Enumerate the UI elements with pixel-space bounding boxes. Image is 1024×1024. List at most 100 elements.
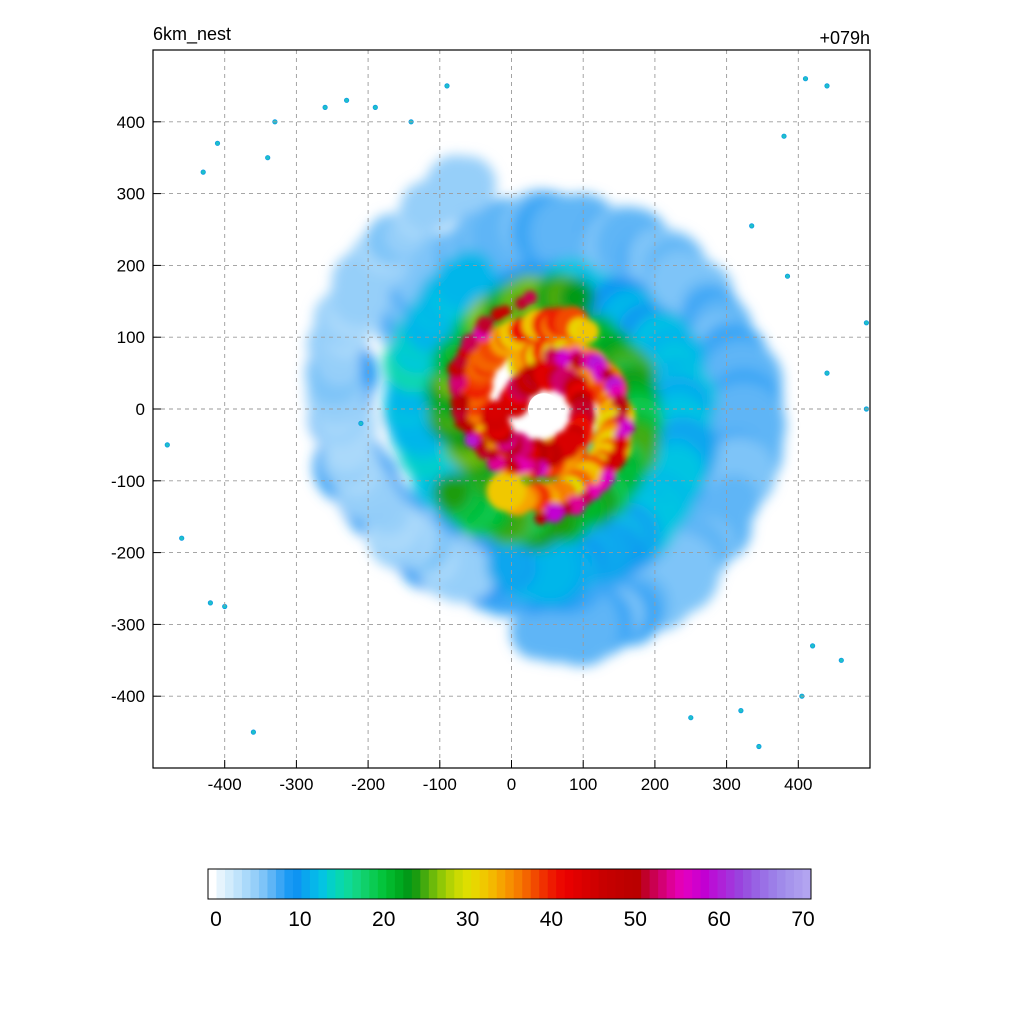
rain-cell <box>439 156 497 213</box>
isolated-cell <box>802 76 809 82</box>
colorbar-swatch <box>208 869 217 899</box>
isolated-cell <box>322 104 328 111</box>
rain-cell <box>450 392 470 412</box>
colorbar-swatch <box>471 869 481 899</box>
rain-cell <box>617 401 631 415</box>
rain-cell <box>510 604 566 660</box>
x-tick-label: -100 <box>423 775 457 794</box>
colorbar-swatch <box>717 869 727 899</box>
rain-cell <box>523 290 537 305</box>
colorbar-swatch <box>802 869 812 899</box>
eye <box>528 393 560 425</box>
colorbar-swatch <box>275 869 285 899</box>
rain-cell <box>461 333 479 352</box>
colorbar-swatch <box>326 869 336 899</box>
colorbar-swatch <box>386 869 396 899</box>
rain-cell <box>464 433 479 448</box>
colorbar-swatch <box>624 869 634 899</box>
y-tick-label: -200 <box>111 544 145 563</box>
x-tick-label: -400 <box>208 775 242 794</box>
rain-cell <box>556 278 595 317</box>
colorbar-frame <box>207 868 812 900</box>
colorbar-swatch <box>581 869 591 899</box>
colorbar-tick-label: 70 <box>791 908 814 931</box>
rain-cell <box>555 349 573 367</box>
y-tick-label: 100 <box>117 328 145 347</box>
colorbar-swatch <box>250 869 260 899</box>
y-axis: 400 300 200 100 0 -100 -200 -300 -400 <box>111 113 161 706</box>
colorbar-swatch <box>258 869 268 899</box>
colorbar-swatch <box>777 869 786 899</box>
y-tick-label: 300 <box>117 185 145 204</box>
x-tick-label: 100 <box>569 775 597 794</box>
colorbar-tick-label: 40 <box>540 908 563 931</box>
title-left: 6km_nest <box>153 24 231 45</box>
colorbar-swatch <box>726 869 735 899</box>
colorbar <box>207 868 812 900</box>
colorbar-swatch <box>666 869 676 899</box>
colorbar-swatch <box>692 869 701 899</box>
y-tick-label: -400 <box>111 687 145 706</box>
isolated-cell <box>179 535 185 541</box>
isolated-cell <box>214 140 221 146</box>
colorbar-swatch <box>607 869 617 899</box>
colorbar-swatch <box>615 869 625 899</box>
colorbar-swatch <box>377 869 387 899</box>
isolated-cell <box>756 743 762 750</box>
isolated-cell <box>749 223 755 229</box>
colorbar-swatch <box>539 869 549 899</box>
isolated-cell <box>781 133 787 139</box>
colorbar-swatch <box>216 869 226 899</box>
colorbar-labels: 0 10 20 30 40 50 60 70 <box>210 908 815 931</box>
rain-cell <box>433 473 472 513</box>
colorbar-swatch <box>403 869 413 899</box>
rain-cell <box>485 400 505 420</box>
y-tick-label: 400 <box>117 113 145 132</box>
y-tick-label: -100 <box>111 472 145 491</box>
isolated-cell <box>207 600 213 606</box>
isolated-cell <box>265 155 271 161</box>
isolated-cell <box>250 729 256 735</box>
colorbar-swatch <box>445 869 455 899</box>
isolated-cell <box>164 442 170 448</box>
colorbar-swatch <box>352 869 362 899</box>
colorbar-swatch <box>309 869 319 899</box>
colorbar-tick-label: 50 <box>624 908 647 931</box>
colorbar-swatch <box>224 869 234 899</box>
isolated-cell <box>863 320 870 326</box>
x-tick-label: 200 <box>641 775 669 794</box>
isolated-cell <box>824 370 830 376</box>
colorbar-swatch <box>658 869 668 899</box>
colorbar-swatch <box>360 869 370 899</box>
colorbar-swatch <box>428 869 438 899</box>
colorbar-swatch <box>292 869 302 899</box>
y-tick-label: -300 <box>111 615 145 634</box>
title-right: +079h <box>819 28 870 48</box>
colorbar-swatch <box>598 869 608 899</box>
colorbar-swatch <box>743 869 752 899</box>
colorbar-tick-label: 0 <box>210 908 222 931</box>
colorbar-swatch <box>794 869 803 899</box>
y-tick-label: 0 <box>136 400 145 419</box>
colorbar-swatch <box>505 869 515 899</box>
colorbar-swatch <box>394 869 404 899</box>
x-tick-label: 400 <box>784 775 812 794</box>
colorbar-swatch <box>411 869 421 899</box>
colorbar-swatch <box>547 869 557 899</box>
rain-cell <box>604 454 623 473</box>
colorbar-swatch <box>632 869 642 899</box>
x-tick-label: 0 <box>507 775 516 794</box>
colorbar-tick-label: 30 <box>456 908 479 931</box>
colorbar-swatch <box>768 869 778 899</box>
x-tick-label: -200 <box>351 775 385 794</box>
colorbar-swatch <box>709 869 718 899</box>
rain-cell <box>575 319 600 344</box>
isolated-cell <box>824 83 830 89</box>
colorbar-swatch <box>513 869 523 899</box>
field-hard-layer <box>447 290 636 525</box>
isolated-cell <box>809 643 816 649</box>
colorbar-swatch <box>233 869 243 899</box>
colorbar-tick-label: 60 <box>707 908 730 931</box>
y-tick-label: 200 <box>117 256 145 275</box>
colorbar-swatch <box>683 869 693 899</box>
